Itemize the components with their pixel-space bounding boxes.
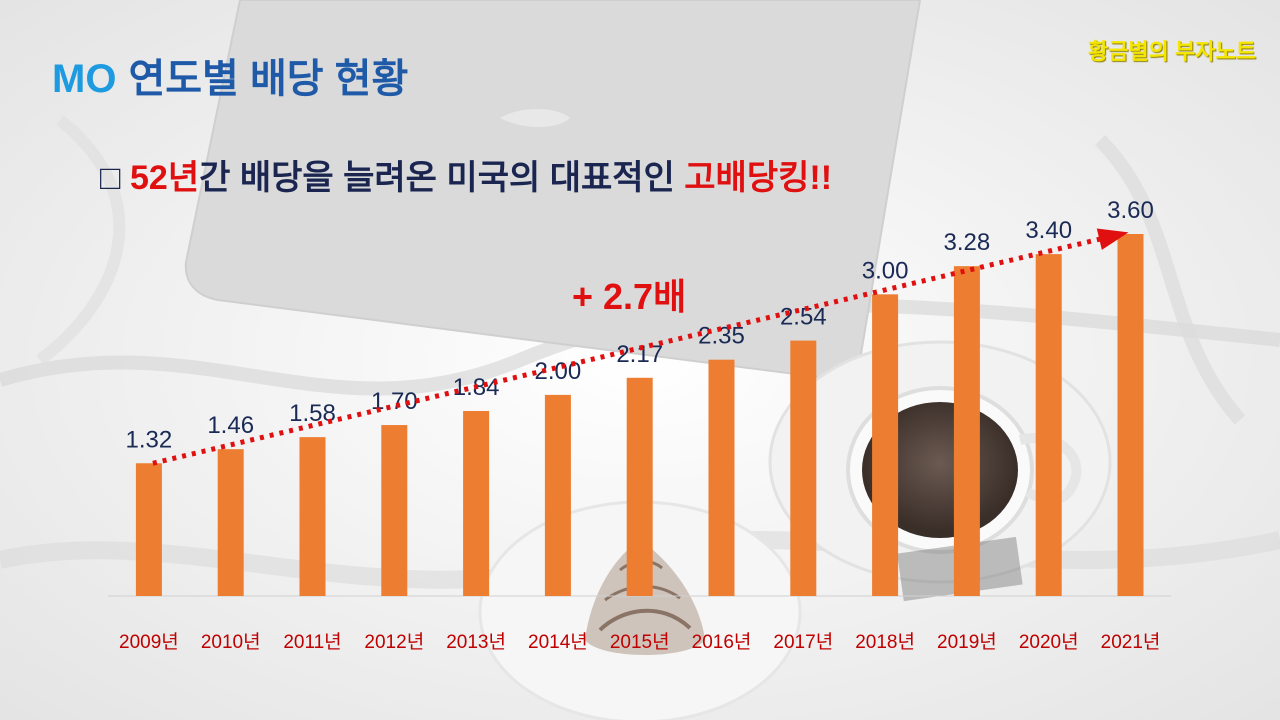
value-label-1: 1.46 <box>207 412 254 439</box>
category-label-5: 2014년 <box>528 631 588 653</box>
value-label-2: 1.58 <box>289 400 336 427</box>
category-label-3: 2012년 <box>364 631 424 653</box>
value-label-11: 3.40 <box>1025 217 1072 244</box>
bar-4 <box>463 410 490 596</box>
checkbox-icon: □ <box>100 159 121 197</box>
category-label-10: 2019년 <box>937 631 997 653</box>
category-label-0: 2009년 <box>119 631 179 653</box>
subtitle-highlight-years: 52년 <box>130 159 200 197</box>
value-labels: 1.321.461.581.701.842.002.172.352.543.00… <box>126 197 1154 453</box>
value-label-9: 3.00 <box>862 257 909 284</box>
value-label-6: 2.17 <box>616 341 663 368</box>
bar-6 <box>626 377 653 596</box>
value-label-12: 3.60 <box>1107 197 1154 224</box>
category-label-6: 2015년 <box>610 631 670 653</box>
bar-7 <box>708 359 735 596</box>
category-label-12: 2021년 <box>1101 631 1161 653</box>
value-label-7: 2.35 <box>698 323 745 350</box>
category-label-9: 2018년 <box>855 631 915 653</box>
growth-annotation: + 2.7배 <box>572 276 687 317</box>
category-label-2: 2011년 <box>283 631 341 653</box>
value-label-0: 1.32 <box>126 426 173 453</box>
category-label-7: 2016년 <box>692 631 752 653</box>
value-label-10: 3.28 <box>944 229 991 256</box>
subtitle-text: 간 배당을 늘려온 미국의 대표적인 <box>199 159 675 197</box>
category-labels: 2009년 2010년 2011년 2012년 2013년 2014년 2015년 2016년… <box>119 631 1160 653</box>
bar-1 <box>217 449 244 596</box>
category-label-4: 2013년 <box>446 631 506 653</box>
category-label-8: 2017년 <box>773 631 833 653</box>
subtitle-highlight-king: 고배당킹!! <box>684 159 833 197</box>
bar-8 <box>790 340 817 596</box>
bar-12 <box>1117 234 1144 596</box>
title-ticker: MO <box>52 57 117 101</box>
bar-2 <box>299 437 326 596</box>
subtitle: □ 52년간 배당을 늘려온 미국의 대표적인 고배당킹!! <box>100 150 832 199</box>
page-title: MO 연도별 배당 현황 <box>52 46 408 104</box>
bar-5 <box>544 394 571 596</box>
trend-line-path <box>152 235 1106 466</box>
trend-arrowhead <box>1096 228 1129 250</box>
bar-11 <box>1035 254 1062 596</box>
bar-0 <box>135 463 162 596</box>
category-label-11: 2020년 <box>1019 631 1079 653</box>
bar-series <box>108 234 1172 597</box>
brand-label: 황금별의 부자노트 <box>1087 39 1256 64</box>
bar-9 <box>872 294 899 596</box>
category-label-1: 2010년 <box>201 631 261 653</box>
value-label-8: 2.54 <box>780 304 827 331</box>
bar-3 <box>381 425 408 596</box>
title-text: 연도별 배당 현황 <box>128 57 409 101</box>
trend-line <box>152 228 1129 466</box>
bar-10 <box>953 266 980 596</box>
